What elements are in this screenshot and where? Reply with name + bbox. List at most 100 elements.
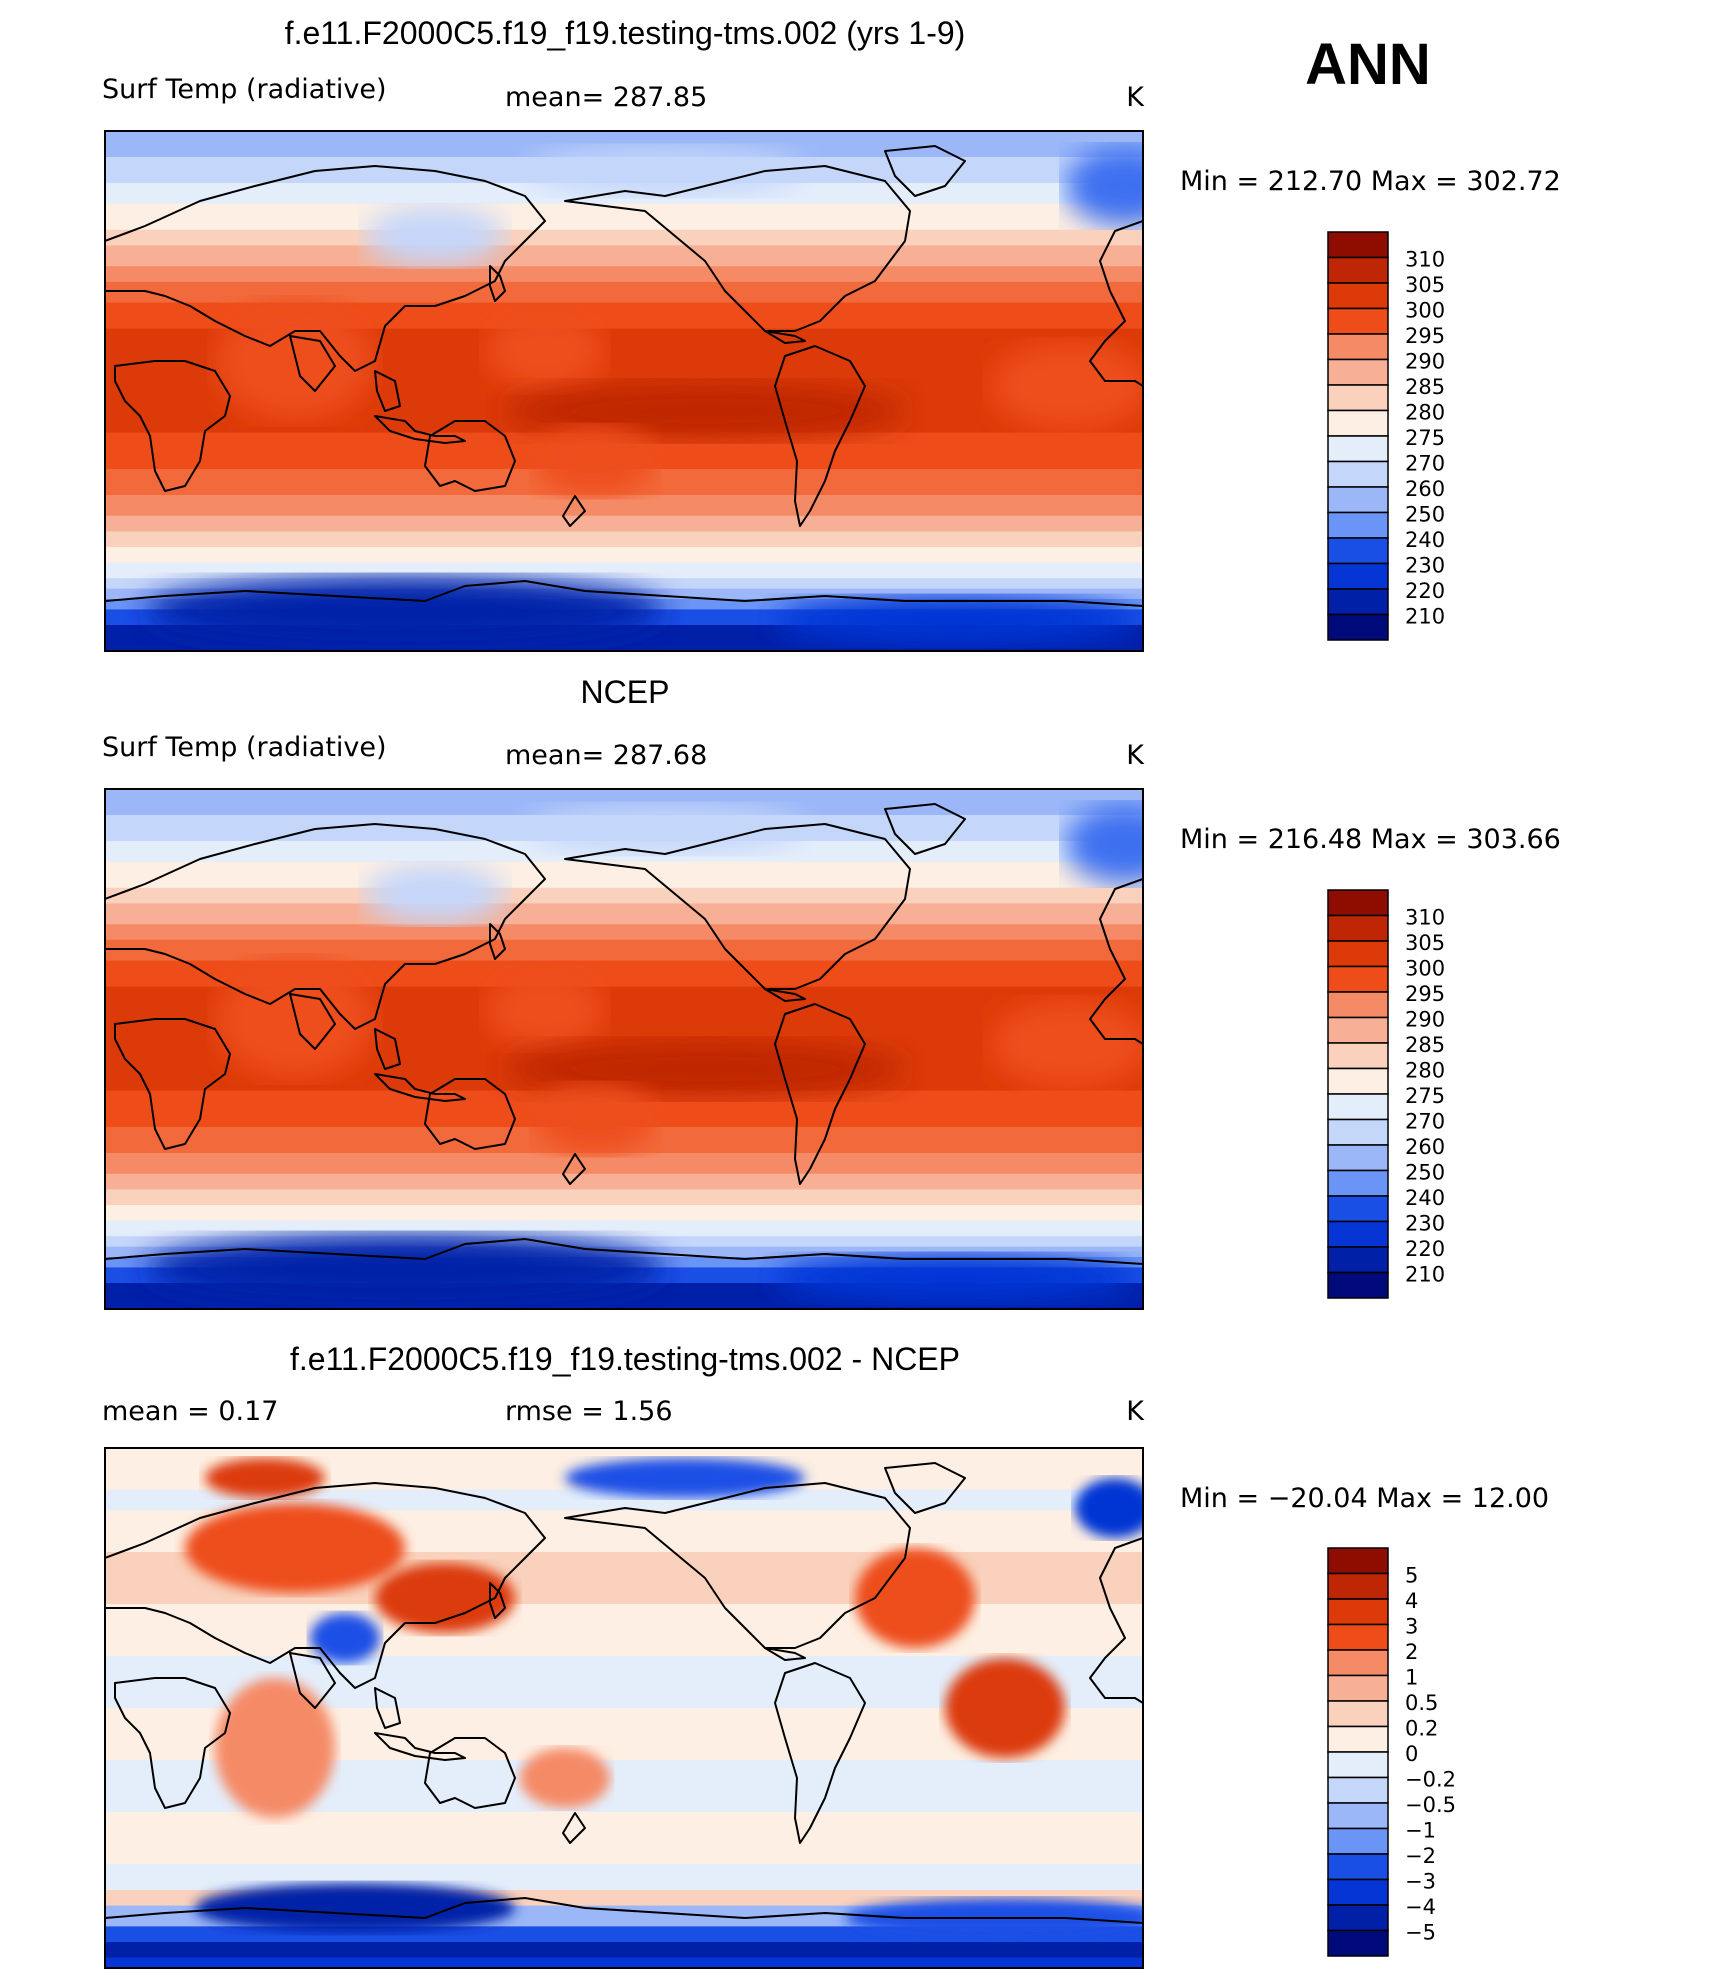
min-max-label: Min = 216.48 Max = 303.66	[1180, 824, 1561, 855]
colorbar: 3103053002952902852802752702602502402302…	[1327, 231, 1445, 641]
colorbar-segment	[1327, 1827, 1389, 1855]
colorbar-tick-label: 280	[1405, 1059, 1445, 1083]
colorbar-segment	[1327, 1144, 1389, 1172]
coastline	[374, 1028, 401, 1070]
colorbar-segment	[1327, 1904, 1389, 1932]
colorbar-tick-label: −4	[1405, 1895, 1436, 1919]
regional-feature	[375, 1563, 515, 1633]
units-label: K	[1126, 1396, 1145, 1427]
colorbar-tick-label: 305	[1405, 273, 1445, 297]
regional-feature	[775, 596, 1135, 646]
regional-feature	[215, 1678, 335, 1818]
coastline	[424, 420, 516, 492]
coastline	[884, 1462, 966, 1514]
colorbar-tick-label: 240	[1405, 528, 1445, 552]
colorbar-tick-label: 275	[1405, 426, 1445, 450]
coastline	[374, 415, 466, 444]
latitude-band	[105, 495, 1143, 517]
colorbar-segment	[1327, 1751, 1389, 1779]
colorbar-segment	[1327, 1118, 1389, 1146]
colorbar-segment	[1327, 1271, 1389, 1299]
variable-label: Surf Temp (radiative)	[102, 74, 387, 105]
colorbar-segment	[1327, 914, 1389, 942]
colorbar-segment	[1327, 1547, 1389, 1575]
colorbar-segment	[1327, 1220, 1389, 1248]
colorbar-tick-label: 310	[1405, 906, 1445, 930]
colorbar-tick-label: 0.5	[1405, 1691, 1438, 1715]
colorbar-tick-label: 240	[1405, 1186, 1445, 1210]
regional-feature	[775, 1254, 1135, 1304]
colorbar-segment	[1327, 1572, 1389, 1600]
colorbar-segment	[1327, 562, 1389, 590]
colorbar-segment	[1327, 588, 1389, 616]
difference-map	[105, 1448, 1143, 1968]
panel-title: f.e11.F2000C5.f19_f19.testing-tms.002 - …	[290, 1341, 960, 1377]
colorbar-tick-label: 230	[1405, 554, 1445, 578]
mean-label: mean = 0.17	[102, 1396, 278, 1427]
coastline	[374, 1073, 466, 1102]
units-label: K	[1126, 740, 1145, 771]
latitude-band	[105, 515, 1143, 533]
regional-feature	[505, 381, 905, 441]
regional-feature	[1075, 1478, 1143, 1538]
coastlines	[105, 145, 1143, 607]
colorbar-segment	[1327, 1700, 1389, 1728]
colorbar-tick-label: 2	[1405, 1640, 1418, 1664]
colorbar-segment	[1327, 965, 1389, 993]
colorbar-tick-label: 270	[1405, 452, 1445, 476]
coastline	[764, 330, 806, 344]
regional-feature	[1065, 146, 1143, 226]
coastline	[774, 345, 866, 527]
colorbar-tick-label: 210	[1405, 605, 1445, 629]
colorbar-segment	[1327, 511, 1389, 539]
colorbar-tick-label: 210	[1405, 1263, 1445, 1287]
coastline	[884, 803, 966, 855]
season-label: ANN	[1305, 32, 1431, 97]
colorbar-tick-label: 295	[1405, 982, 1445, 1006]
colorbar-segment	[1327, 537, 1389, 565]
coastline	[114, 1677, 231, 1809]
panel-difference: f.e11.F2000C5.f19_f19.testing-tms.002 - …	[102, 1341, 1549, 1969]
panel-title: NCEP	[581, 674, 670, 710]
colorbar-tick-label: 0	[1405, 1742, 1418, 1766]
latitude-band	[105, 281, 1143, 304]
colorbar-segment	[1327, 460, 1389, 488]
coastline	[424, 1078, 516, 1150]
latitude-band	[105, 531, 1143, 548]
colorbar-tick-label: 260	[1405, 1135, 1445, 1159]
colorbar-segment	[1327, 231, 1389, 259]
colorbar-segment	[1327, 1042, 1389, 1070]
colorbar-segment	[1327, 409, 1389, 437]
colorbar-segment	[1327, 486, 1389, 514]
colorbar-segment	[1327, 1016, 1389, 1044]
coastline	[289, 335, 336, 392]
colorbar-tick-label: −0.2	[1405, 1768, 1456, 1792]
coastline	[764, 988, 806, 1002]
colorbar-tick-label: 295	[1405, 324, 1445, 348]
colorbar-segment	[1327, 1802, 1389, 1830]
units-label: K	[1126, 82, 1145, 113]
colorbar-tick-label: −1	[1405, 1819, 1436, 1843]
map-frame	[104, 788, 1144, 1310]
colorbar-tick-label: 260	[1405, 477, 1445, 501]
colorbar: 3103053002952902852802752702602502402302…	[1327, 889, 1445, 1299]
colorbar-segment	[1327, 435, 1389, 463]
colorbar-tick-label: 0.2	[1405, 1717, 1438, 1741]
colorbar-segment	[1327, 1776, 1389, 1804]
regional-feature	[520, 1748, 610, 1808]
regional-feature	[145, 576, 665, 646]
coastline	[114, 1018, 231, 1150]
regional-feature	[525, 804, 805, 854]
colorbar-segment	[1327, 1067, 1389, 1095]
colorbar-tick-label: 250	[1405, 503, 1445, 527]
latitude-band	[105, 266, 1143, 283]
colorbar-tick-label: 275	[1405, 1084, 1445, 1108]
regional-feature	[485, 969, 605, 1049]
coastline	[562, 1153, 586, 1185]
mean-label: mean= 287.85	[505, 82, 707, 113]
regional-feature	[565, 1458, 805, 1498]
regional-feature	[535, 426, 655, 496]
colorbar-segment	[1327, 1195, 1389, 1223]
latitude-band	[105, 1236, 1143, 1248]
